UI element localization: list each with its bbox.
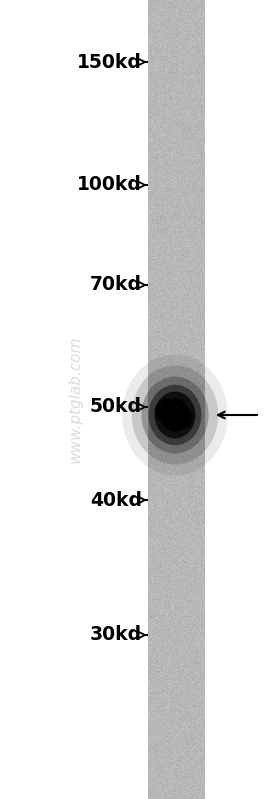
Ellipse shape: [122, 355, 228, 475]
Text: 100kd: 100kd: [77, 176, 142, 194]
Ellipse shape: [163, 404, 179, 422]
Ellipse shape: [149, 385, 201, 445]
Ellipse shape: [141, 376, 209, 454]
Text: www.ptglab.com: www.ptglab.com: [67, 336, 83, 463]
Ellipse shape: [155, 399, 181, 423]
Ellipse shape: [155, 392, 195, 439]
Ellipse shape: [169, 407, 193, 430]
Text: 50kd: 50kd: [90, 397, 142, 416]
Ellipse shape: [161, 399, 189, 431]
Ellipse shape: [171, 409, 187, 425]
Text: 30kd: 30kd: [90, 626, 142, 645]
Text: 70kd: 70kd: [90, 276, 142, 295]
Text: 150kd: 150kd: [77, 53, 142, 71]
Text: 40kd: 40kd: [90, 491, 142, 510]
Ellipse shape: [132, 365, 218, 464]
